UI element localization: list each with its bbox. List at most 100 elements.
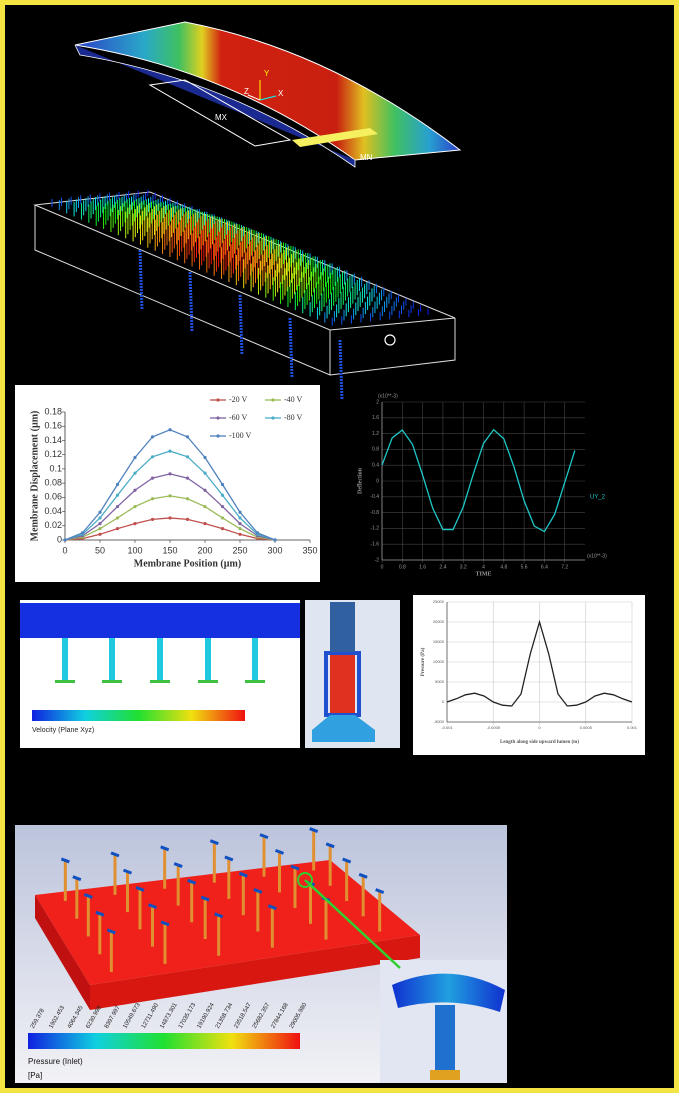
pin-tip [342, 857, 352, 864]
point [185, 497, 190, 501]
y-tick-label: 0.12 [44, 449, 62, 459]
y-tick-label: 0 [442, 699, 445, 704]
t-head [392, 973, 505, 1012]
pin-tip [200, 895, 210, 902]
y-tick-label: 0.18 [44, 406, 62, 416]
legend-marker [271, 416, 275, 420]
column-top [330, 602, 355, 652]
point [238, 516, 242, 520]
x-tick-label: 1.6 [419, 564, 426, 570]
pillar-foot [245, 680, 265, 683]
pin-tip [160, 845, 170, 852]
point [203, 522, 207, 526]
legend-marker [216, 416, 220, 420]
pin-tip [253, 888, 263, 894]
y-tick-label: 0.4 [372, 463, 379, 469]
pin-tip [209, 839, 219, 846]
point [150, 497, 155, 501]
point [133, 471, 137, 475]
y-tick-label: 0.02 [44, 520, 62, 530]
x-tick-label: 0 [62, 545, 67, 555]
point [255, 531, 260, 535]
x-tick-label: 4.8 [500, 564, 507, 570]
point [220, 516, 225, 520]
x-note: (x10**-3) [587, 553, 607, 559]
pin-tip [110, 851, 120, 858]
beam-strip [292, 128, 378, 147]
pin-tip [274, 848, 285, 855]
pillar [205, 638, 211, 680]
pillar [62, 638, 68, 680]
callout [304, 879, 401, 969]
point [133, 488, 137, 492]
point [168, 516, 172, 520]
x-tick-label: 0.8 [399, 564, 406, 570]
y-tick-label: 5000 [435, 679, 445, 684]
legend-marker [271, 398, 275, 402]
y-tick-label: 0 [57, 534, 62, 544]
x-tick-label: 4 [482, 564, 485, 570]
outlet [384, 334, 396, 346]
legend-marker [216, 434, 220, 438]
y-tick-label: 1.6 [372, 415, 379, 421]
y-tick-label: 0.06 [44, 492, 62, 502]
pin-tip [267, 904, 277, 911]
y-tick-label: -5000 [434, 719, 445, 724]
x-tick-label: 200 [197, 545, 212, 555]
beam-side [74, 44, 356, 168]
y-axis-title: Membrane Displacement (µm) [29, 411, 40, 542]
point [203, 455, 207, 460]
pin-tip [375, 888, 385, 894]
x-tick-label: 0.001 [627, 725, 638, 730]
pin-tip [147, 903, 158, 910]
legend-label: -80 V [284, 413, 303, 422]
pillar-flow [288, 317, 294, 379]
y-axis-title: Pressure (Pa) [421, 647, 426, 676]
pillar-flow [188, 271, 194, 333]
x-axis-title: TIME [475, 571, 491, 577]
point [150, 435, 155, 439]
point [150, 517, 155, 521]
series-line [446, 619, 633, 707]
point [115, 516, 120, 520]
x-tick-label: -0.0005 [486, 725, 500, 730]
x-tick-label: 250 [232, 545, 247, 555]
pillar-flow [238, 294, 244, 356]
point [98, 532, 102, 536]
pin-tip [358, 872, 368, 879]
y-tick-label: -1.2 [370, 526, 379, 532]
slab-front [90, 935, 420, 1010]
pillar [109, 638, 115, 680]
pillar [157, 638, 163, 680]
x-tick-label: 7.2 [561, 564, 568, 570]
legend-label: -60 V [229, 413, 248, 422]
channel [20, 603, 300, 638]
point [98, 522, 102, 526]
pin-tip [173, 862, 183, 868]
point [133, 455, 137, 460]
pin-tip [187, 878, 197, 885]
legend-label: -20 V [229, 395, 248, 404]
point [168, 494, 172, 498]
x-axis-title: Membrane Position (µm) [134, 558, 241, 569]
point [150, 455, 155, 459]
point [273, 538, 277, 542]
y-tick-label: 25000 [433, 599, 445, 604]
pillar-foot [102, 680, 122, 683]
point [185, 435, 190, 439]
chart-panel [413, 595, 645, 755]
point [80, 531, 85, 535]
pillar-foot [198, 680, 218, 683]
y-tick-label: -2 [375, 557, 380, 563]
y-tick-label: 10000 [433, 659, 445, 664]
min-label: MN [360, 153, 373, 162]
color-bar-title: Velocity (Plane Xyz) [32, 727, 94, 734]
point [115, 504, 120, 509]
box-frame [33, 191, 456, 376]
y-tick-label: 15000 [433, 639, 445, 644]
x-tick-label: 150 [162, 545, 177, 555]
x-tick-label: 0 [381, 564, 384, 570]
y-tick-label: 2 [376, 399, 379, 405]
